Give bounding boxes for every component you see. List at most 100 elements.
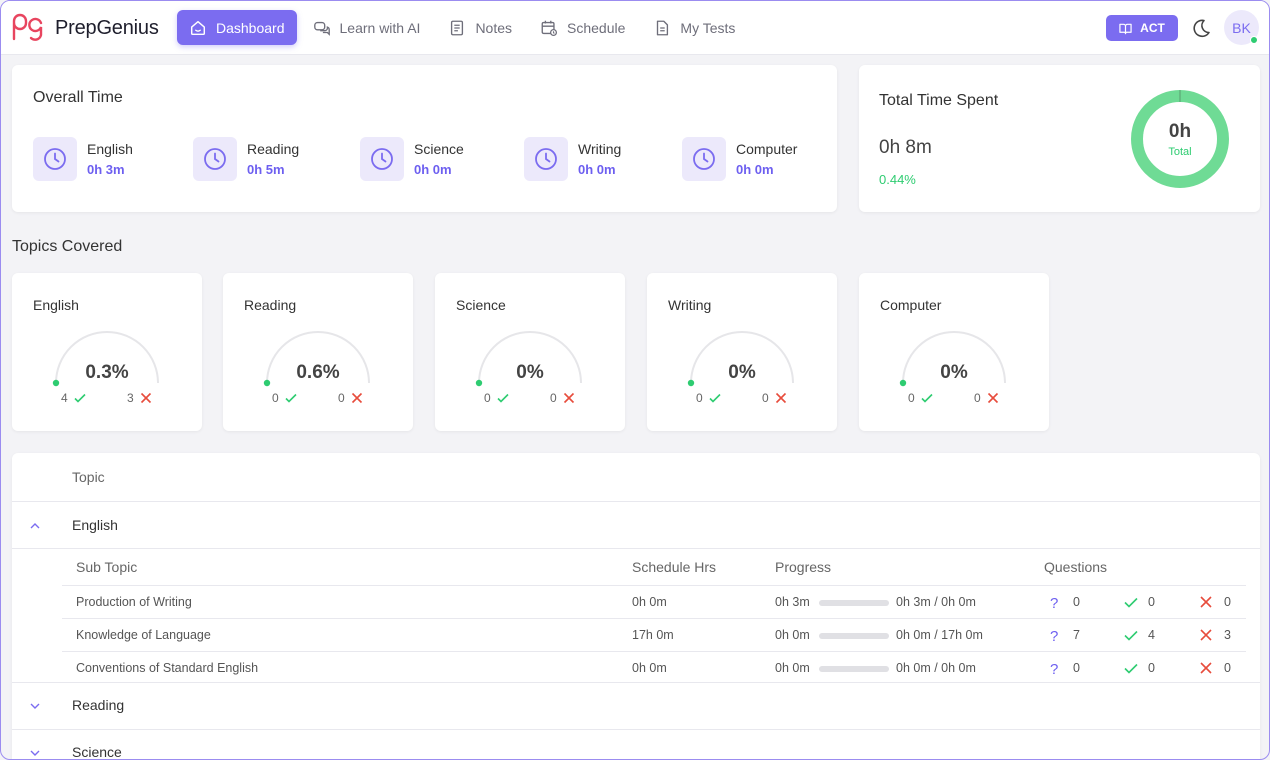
subtopic-row[interactable]: Production of Writing 0h 0m 0h 3m 0h 3m … <box>62 586 1246 619</box>
total-time-value: 0h 8m <box>879 137 932 158</box>
correct-count: 0 <box>1148 595 1155 609</box>
nav-schedule[interactable]: Schedule <box>528 10 637 45</box>
topic-card-name: Computer <box>880 297 942 313</box>
x-icon <box>987 392 998 404</box>
total-time-card: Total Time Spent 0h 8m 0.44% 0h Total <box>859 65 1260 212</box>
correct-count-value: 4 <box>61 391 68 405</box>
logo[interactable]: PrepGenius <box>11 13 159 43</box>
topics-table: Topic English Sub Topic Schedule Hrs Pro… <box>12 453 1260 760</box>
correct-count: 0 <box>696 391 722 405</box>
questions-count: 7 <box>1073 628 1080 642</box>
nav-learn-with-ai[interactable]: Learn with AI <box>301 10 433 45</box>
chevron-down-icon[interactable] <box>28 746 42 760</box>
nav-notes[interactable]: Notes <box>436 10 524 45</box>
donut-center: 0h Total <box>1130 89 1230 189</box>
exam-select-button[interactable]: ACT <box>1106 15 1178 41</box>
exam-label: ACT <box>1140 21 1165 35</box>
topic-card-reading[interactable]: Reading 0.6% 0 0 <box>223 273 413 431</box>
wrong-count: 0 <box>974 391 1000 405</box>
topic-card-name: Science <box>456 297 506 313</box>
topic-card-writing[interactable]: Writing 0% 0 0 <box>647 273 837 431</box>
clock-icon-box <box>682 137 726 181</box>
check-icon <box>285 393 297 403</box>
online-status-dot <box>1250 36 1258 44</box>
topic-row-label: Reading <box>72 697 125 713</box>
nav-learn-label: Learn with AI <box>339 19 421 36</box>
notes-icon <box>451 20 464 35</box>
progress-bar <box>819 600 889 606</box>
nav-schedule-label: Schedule <box>567 19 626 36</box>
topic-card-computer[interactable]: Computer 0% 0 0 <box>859 273 1049 431</box>
main-nav: Dashboard Learn with AI Notes Schedule M… <box>177 10 751 45</box>
x-icon <box>563 392 574 404</box>
divider <box>12 501 1260 502</box>
progress-bar <box>819 633 889 639</box>
topic-row-english[interactable]: English <box>12 502 1260 548</box>
total-time-title: Total Time Spent <box>879 92 999 109</box>
chevron-up-icon[interactable] <box>28 519 42 533</box>
divider <box>62 585 1246 586</box>
clock-icon-box <box>33 137 77 181</box>
subject-name: Writing <box>578 141 622 157</box>
user-avatar[interactable]: BK <box>1224 10 1259 45</box>
topic-card-science[interactable]: Science 0% 0 0 <box>435 273 625 431</box>
subtopic-name: Production of Writing <box>76 595 192 609</box>
table-header-topic: Topic <box>72 469 105 485</box>
clock-icon-box <box>524 137 568 181</box>
nav-notes-label: Notes <box>475 19 513 36</box>
app-name: PrepGenius <box>55 16 159 39</box>
correct-count: 0 <box>484 391 510 405</box>
header-questions: Questions <box>1044 559 1108 575</box>
check-icon <box>1124 663 1138 674</box>
chevron-down-icon[interactable] <box>28 699 42 713</box>
correct-count-value: 0 <box>908 391 915 405</box>
nav-my-tests-label: My Tests <box>680 19 736 36</box>
subject-time-science: Science 0h 0m <box>360 137 464 181</box>
wrong-count-value: 3 <box>127 391 134 405</box>
topic-card-english[interactable]: English 0.3% 4 3 <box>12 273 202 431</box>
divider <box>62 651 1246 652</box>
time-spent: 0h 3m <box>775 595 810 609</box>
nav-my-tests[interactable]: My Tests <box>641 10 747 45</box>
check-icon <box>74 393 86 403</box>
schedule-hrs: 0h 0m <box>632 661 667 675</box>
subtopic-row[interactable]: Knowledge of Language 17h 0m 0h 0m 0h 0m… <box>62 619 1246 652</box>
x-icon <box>1200 629 1212 641</box>
schedule-hrs: 0h 0m <box>632 595 667 609</box>
check-icon <box>1124 630 1138 641</box>
chat-icon <box>313 21 330 36</box>
progress-text: 0h 0m / 17h 0m <box>896 628 983 642</box>
clock-icon <box>44 148 66 170</box>
schedule-hrs: 17h 0m <box>632 628 674 642</box>
nav-dashboard[interactable]: Dashboard <box>177 10 297 45</box>
clock-icon-box <box>360 137 404 181</box>
divider <box>12 682 1260 683</box>
subject-time-value: 0h 5m <box>247 162 285 177</box>
subtopic-row[interactable]: Conventions of Standard English 0h 0m 0h… <box>62 652 1246 685</box>
clock-icon <box>693 148 715 170</box>
overall-time-card: Overall Time English 0h 3m Reading 0h 5m <box>12 65 837 212</box>
question-mark-icon: ? <box>1050 628 1059 645</box>
clock-icon <box>204 148 226 170</box>
topic-progress-gauge <box>475 331 582 387</box>
home-icon <box>190 20 206 35</box>
dark-mode-moon-icon[interactable] <box>1190 17 1212 39</box>
topic-card-percent: 0.3% <box>85 362 129 383</box>
book-icon <box>1119 23 1132 34</box>
topic-row-reading[interactable]: Reading <box>12 683 1260 729</box>
correct-count-value: 0 <box>484 391 491 405</box>
donut-label: Total <box>1168 145 1192 158</box>
topic-card-percent: 0.6% <box>296 362 340 383</box>
topic-row-label: English <box>72 517 118 533</box>
topic-card-name: Writing <box>668 297 712 313</box>
question-mark-icon: ? <box>1050 595 1059 612</box>
check-icon <box>1124 597 1138 608</box>
topic-row-science[interactable]: Science <box>12 730 1260 760</box>
x-icon <box>140 392 151 404</box>
wrong-count: 0 <box>338 391 364 405</box>
header-sub-topic: Sub Topic <box>76 559 138 575</box>
correct-count: 0 <box>908 391 934 405</box>
total-time-donut-chart <box>1131 90 1229 188</box>
progress-bar <box>819 666 889 672</box>
